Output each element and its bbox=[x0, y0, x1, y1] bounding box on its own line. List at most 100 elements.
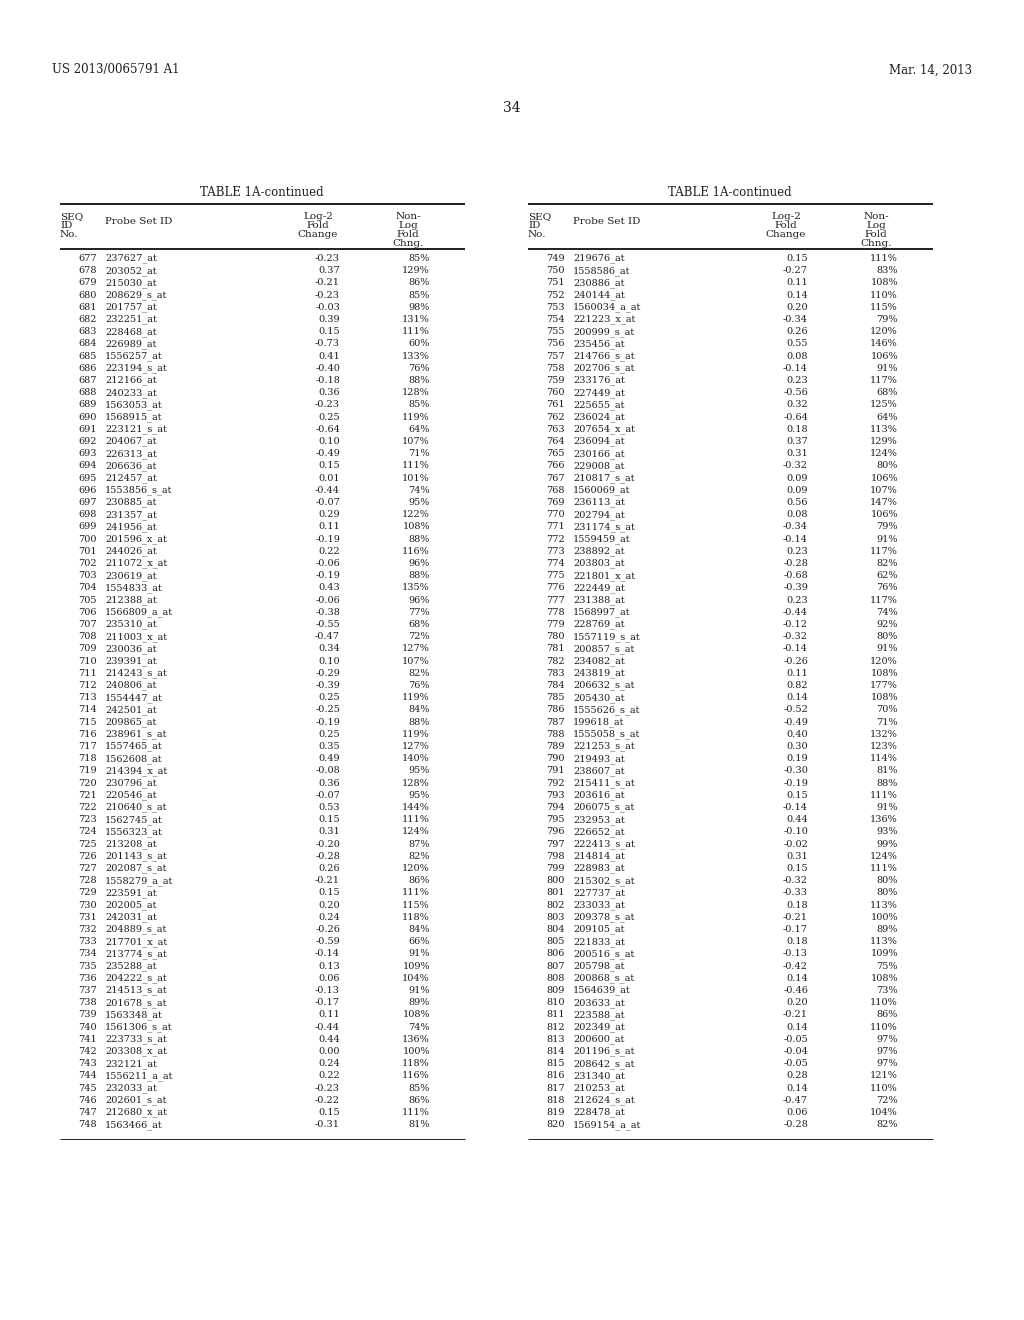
Text: 120%: 120% bbox=[402, 865, 430, 873]
Text: 0.11: 0.11 bbox=[786, 669, 808, 677]
Text: 725: 725 bbox=[79, 840, 97, 849]
Text: 60%: 60% bbox=[409, 339, 430, 348]
Text: 697: 697 bbox=[79, 498, 97, 507]
Text: 121%: 121% bbox=[870, 1072, 898, 1080]
Text: ID: ID bbox=[60, 220, 73, 230]
Text: Chng.: Chng. bbox=[392, 239, 424, 248]
Text: 109%: 109% bbox=[402, 961, 430, 970]
Text: 86%: 86% bbox=[877, 1010, 898, 1019]
Text: 679: 679 bbox=[79, 279, 97, 288]
Text: 85%: 85% bbox=[409, 400, 430, 409]
Text: 203803_at: 203803_at bbox=[573, 558, 625, 569]
Text: 133%: 133% bbox=[402, 351, 430, 360]
Text: 0.15: 0.15 bbox=[786, 865, 808, 873]
Text: 816: 816 bbox=[547, 1072, 565, 1080]
Text: 203052_at: 203052_at bbox=[105, 265, 157, 276]
Text: 84%: 84% bbox=[409, 705, 430, 714]
Text: 120%: 120% bbox=[870, 327, 898, 337]
Text: 64%: 64% bbox=[409, 425, 430, 434]
Text: 807: 807 bbox=[547, 961, 565, 970]
Text: 766: 766 bbox=[547, 462, 565, 470]
Text: -0.28: -0.28 bbox=[783, 1121, 808, 1129]
Text: 99%: 99% bbox=[877, 840, 898, 849]
Text: 231357_at: 231357_at bbox=[105, 510, 157, 520]
Text: 86%: 86% bbox=[409, 876, 430, 886]
Text: 213208_at: 213208_at bbox=[105, 840, 157, 849]
Text: -0.21: -0.21 bbox=[315, 279, 340, 288]
Text: 111%: 111% bbox=[870, 865, 898, 873]
Text: 753: 753 bbox=[547, 302, 565, 312]
Text: 77%: 77% bbox=[409, 607, 430, 616]
Text: Change: Change bbox=[766, 230, 806, 239]
Text: 116%: 116% bbox=[402, 546, 430, 556]
Text: 221253_s_at: 221253_s_at bbox=[573, 742, 635, 751]
Text: 202087_s_at: 202087_s_at bbox=[105, 863, 167, 874]
Text: 228769_at: 228769_at bbox=[573, 619, 625, 630]
Text: 234082_at: 234082_at bbox=[573, 656, 625, 667]
Text: 747: 747 bbox=[78, 1107, 97, 1117]
Text: 213774_s_at: 213774_s_at bbox=[105, 949, 167, 958]
Text: 212624_s_at: 212624_s_at bbox=[573, 1096, 635, 1105]
Text: 81%: 81% bbox=[409, 1121, 430, 1129]
Text: 738: 738 bbox=[79, 998, 97, 1007]
Text: 0.39: 0.39 bbox=[318, 315, 340, 323]
Text: 704: 704 bbox=[79, 583, 97, 593]
Text: 210640_s_at: 210640_s_at bbox=[105, 803, 167, 812]
Text: 140%: 140% bbox=[402, 754, 430, 763]
Text: 0.15: 0.15 bbox=[318, 327, 340, 337]
Text: 718: 718 bbox=[79, 754, 97, 763]
Text: 95%: 95% bbox=[409, 767, 430, 775]
Text: 0.31: 0.31 bbox=[318, 828, 340, 837]
Text: 0.15: 0.15 bbox=[318, 816, 340, 824]
Text: 691: 691 bbox=[79, 425, 97, 434]
Text: 91%: 91% bbox=[409, 986, 430, 995]
Text: 710: 710 bbox=[79, 656, 97, 665]
Text: 88%: 88% bbox=[409, 718, 430, 726]
Text: 0.25: 0.25 bbox=[318, 693, 340, 702]
Text: 801: 801 bbox=[547, 888, 565, 898]
Text: 0.37: 0.37 bbox=[786, 437, 808, 446]
Text: 1563348_at: 1563348_at bbox=[105, 1010, 163, 1020]
Text: -0.13: -0.13 bbox=[783, 949, 808, 958]
Text: 729: 729 bbox=[79, 888, 97, 898]
Text: -0.49: -0.49 bbox=[783, 718, 808, 726]
Text: 0.08: 0.08 bbox=[786, 351, 808, 360]
Text: 797: 797 bbox=[547, 840, 565, 849]
Text: 818: 818 bbox=[547, 1096, 565, 1105]
Text: 0.44: 0.44 bbox=[786, 816, 808, 824]
Text: 1561306_s_at: 1561306_s_at bbox=[105, 1022, 173, 1032]
Text: 695: 695 bbox=[79, 474, 97, 483]
Text: 0.55: 0.55 bbox=[786, 339, 808, 348]
Text: 110%: 110% bbox=[870, 1023, 898, 1032]
Text: 87%: 87% bbox=[409, 840, 430, 849]
Text: 798: 798 bbox=[547, 851, 565, 861]
Text: 722: 722 bbox=[78, 803, 97, 812]
Text: 756: 756 bbox=[547, 339, 565, 348]
Text: 815: 815 bbox=[547, 1059, 565, 1068]
Text: -0.26: -0.26 bbox=[315, 925, 340, 935]
Text: 74%: 74% bbox=[409, 1023, 430, 1032]
Text: 717: 717 bbox=[78, 742, 97, 751]
Text: 763: 763 bbox=[547, 425, 565, 434]
Text: 120%: 120% bbox=[870, 656, 898, 665]
Text: -0.21: -0.21 bbox=[783, 1010, 808, 1019]
Text: 686: 686 bbox=[79, 364, 97, 372]
Text: 1558586_at: 1558586_at bbox=[573, 265, 631, 276]
Text: 147%: 147% bbox=[870, 498, 898, 507]
Text: 199618_at: 199618_at bbox=[573, 717, 625, 727]
Text: 0.19: 0.19 bbox=[786, 754, 808, 763]
Text: -0.47: -0.47 bbox=[315, 632, 340, 642]
Text: 0.10: 0.10 bbox=[318, 437, 340, 446]
Text: 215030_at: 215030_at bbox=[105, 279, 157, 288]
Text: 177%: 177% bbox=[870, 681, 898, 690]
Text: 223194_s_at: 223194_s_at bbox=[105, 363, 167, 374]
Text: 745: 745 bbox=[79, 1084, 97, 1093]
Text: 235456_at: 235456_at bbox=[573, 339, 625, 348]
Text: 0.56: 0.56 bbox=[786, 498, 808, 507]
Text: 71%: 71% bbox=[409, 449, 430, 458]
Text: 678: 678 bbox=[79, 267, 97, 275]
Text: -0.12: -0.12 bbox=[783, 620, 808, 630]
Text: Probe Set ID: Probe Set ID bbox=[105, 216, 172, 226]
Text: 204067_at: 204067_at bbox=[105, 437, 157, 446]
Text: 0.82: 0.82 bbox=[786, 681, 808, 690]
